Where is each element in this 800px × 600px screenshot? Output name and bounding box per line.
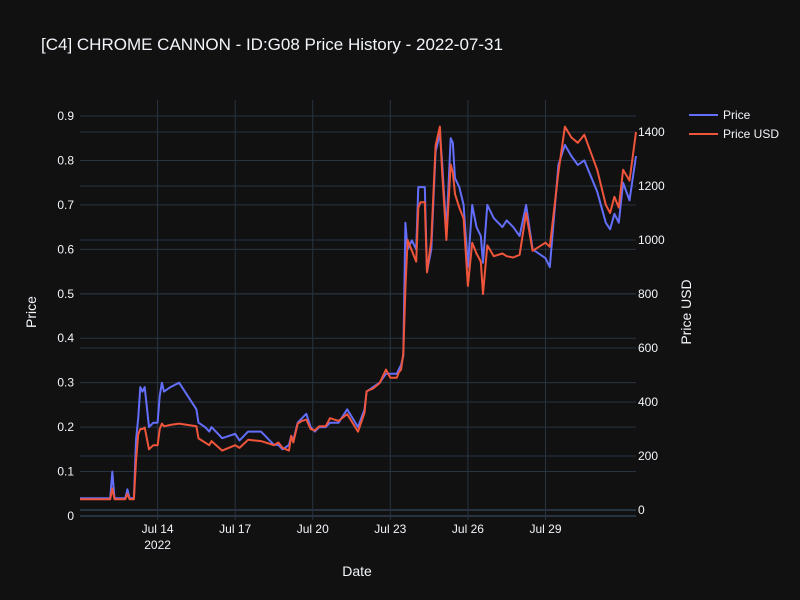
- legend-label: Price USD: [723, 127, 779, 141]
- y-tick-label: 0.5: [57, 287, 74, 301]
- legend[interactable]: Price Price USD: [689, 108, 779, 141]
- chart-title: [C4] CHROME CANNON - ID:G08 Price Histor…: [41, 35, 503, 54]
- x-axis-title: Date: [342, 563, 372, 579]
- x-tick-year-label: 2022: [144, 538, 171, 552]
- y-tick-label: 0.7: [57, 198, 74, 212]
- y2-tick-label: 200: [638, 449, 658, 463]
- y-tick-label: 0.2: [57, 420, 74, 434]
- y-axis-title: Price: [23, 296, 39, 328]
- grid: [80, 100, 636, 520]
- y-tick-label: 0: [67, 509, 74, 523]
- y-tick-label: 0.1: [57, 465, 74, 479]
- legend-item-price[interactable]: Price: [689, 108, 751, 122]
- x-tick-label: Jul 14: [142, 522, 174, 536]
- legend-item-price-usd[interactable]: Price USD: [689, 127, 779, 141]
- y2-tick-label: 1200: [638, 179, 665, 193]
- x-tick-label: Jul 26: [452, 522, 484, 536]
- legend-label: Price: [723, 108, 751, 122]
- y-tick-label: 0.4: [57, 331, 74, 345]
- y-tick-label: 0.8: [57, 153, 74, 167]
- x-tick-label: Jul 17: [219, 522, 251, 536]
- x-tick-label: Jul 29: [529, 522, 561, 536]
- y-tick-label: 0.9: [57, 109, 74, 123]
- y2-tick-label: 1400: [638, 125, 665, 139]
- x-tick-label: Jul 23: [374, 522, 406, 536]
- y-tick-label: 0.3: [57, 376, 74, 390]
- y-tick-label: 0.6: [57, 242, 74, 256]
- x-tick-label: Jul 20: [297, 522, 329, 536]
- y2-tick-label: 1000: [638, 233, 665, 247]
- y2-tick-label: 0: [638, 503, 645, 517]
- y2-tick-label: 600: [638, 341, 658, 355]
- y2-axis-title: Price USD: [678, 279, 694, 344]
- y2-tick-label: 400: [638, 395, 658, 409]
- y2-tick-label: 800: [638, 287, 658, 301]
- tick-labels: 0 0.1 0.2 0.3 0.4 0.5 0.6 0.7 0.8 0.9 0 200 400 600 80…: [57, 109, 665, 552]
- series-layer: [80, 125, 637, 501]
- series-line-price-usd: [80, 125, 637, 501]
